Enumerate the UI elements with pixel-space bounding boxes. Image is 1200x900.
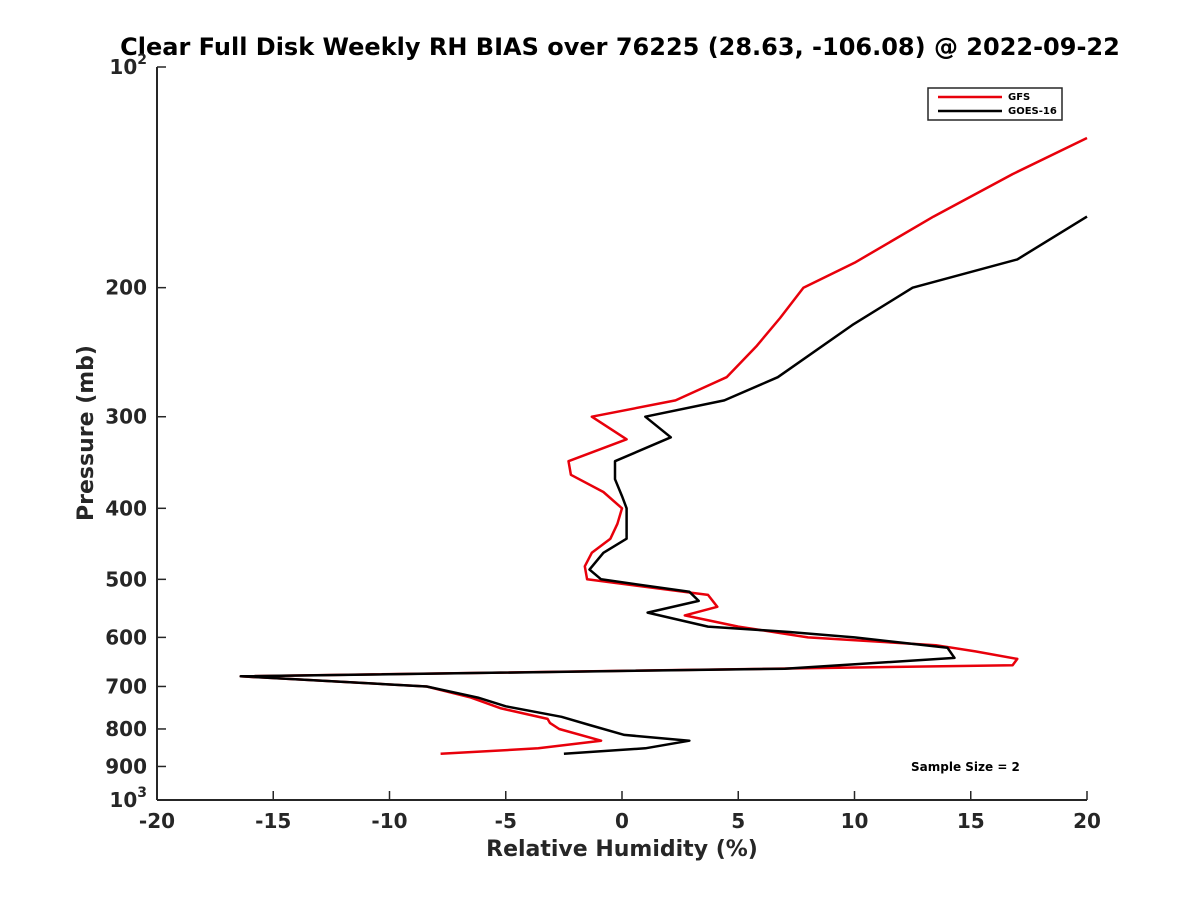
x-tick-label: 10: [841, 809, 869, 833]
legend-box: [927, 87, 1063, 121]
y-tick-label: 600: [105, 625, 147, 649]
y-tick-exponent: 3: [137, 785, 147, 801]
y-tick-label: 400: [105, 496, 147, 520]
x-tick-label: 20: [1073, 809, 1101, 833]
y-tick-label: 300: [105, 405, 147, 429]
y-tick-exponent: 2: [137, 52, 147, 68]
y-tick-label: 800: [105, 717, 147, 741]
y-tick-label: 200: [105, 276, 147, 300]
legend-label-goes16: GOES-16: [1008, 106, 1057, 117]
x-tick-label: -15: [255, 809, 291, 833]
legend-label-gfs: GFS: [1008, 92, 1030, 103]
chart-title: Clear Full Disk Weekly RH BIAS over 7622…: [120, 33, 1120, 61]
y-tick-label: 700: [105, 674, 147, 698]
x-tick-label: 0: [615, 809, 629, 833]
x-tick-label: 5: [731, 809, 745, 833]
legend: GFS GOES-16: [927, 87, 1063, 121]
y-axis-label: Pressure (mb): [74, 345, 99, 521]
y-tick-label: 500: [105, 567, 147, 591]
x-tick-label: 15: [957, 809, 985, 833]
sample-size-annotation: Sample Size = 2: [911, 760, 1020, 774]
series-lines: [239, 136, 1088, 756]
x-axis-ticks: -20 -15 -10 -5 0 5 10 15 20: [139, 791, 1101, 833]
y-tick-label: 103: [109, 785, 147, 812]
y-tick-label: 900: [105, 754, 147, 778]
plot-area: -20 -15 -10 -5 0 5 10 15 20 10220030040050060070…: [105, 52, 1101, 833]
y-tick-base: 10: [109, 788, 137, 812]
series-line-goes-16: [239, 215, 1088, 756]
y-tick-label: 102: [109, 52, 147, 79]
x-tick-label: -10: [371, 809, 407, 833]
x-tick-label: -5: [495, 809, 517, 833]
series-line-gfs: [239, 136, 1088, 756]
x-axis-label: Relative Humidity (%): [486, 837, 758, 862]
y-tick-base: 10: [109, 55, 137, 79]
x-tick-label: -20: [139, 809, 175, 833]
